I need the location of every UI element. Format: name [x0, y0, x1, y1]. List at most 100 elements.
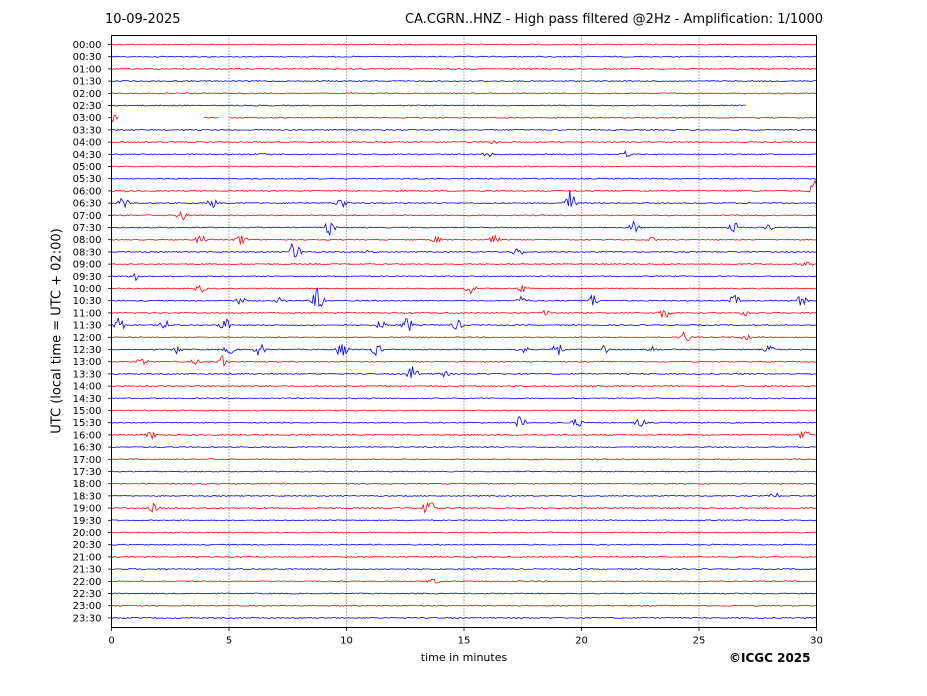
trace-1200: [111, 331, 817, 342]
y-tick-label: 23:30: [73, 613, 102, 624]
trace-2130: [111, 568, 817, 571]
y-tick-label: 19:00: [73, 504, 102, 515]
trace-1800: [111, 482, 817, 485]
x-tick-label: 20: [575, 636, 588, 647]
trace-1600: [111, 431, 817, 441]
trace-0800: [111, 234, 817, 245]
trace-1930: [111, 519, 817, 522]
y-tick-label: 01:30: [73, 77, 102, 88]
y-tick-label: 04:30: [73, 150, 102, 161]
trace-0130: [111, 80, 817, 83]
trace-1500: [111, 409, 817, 412]
trace-2100: [111, 555, 817, 558]
trace-1630: [111, 446, 817, 449]
y-tick-label: 13:00: [73, 357, 102, 368]
trace-2000: [111, 531, 817, 534]
trace-0600: [111, 179, 817, 193]
trace-1230: [111, 343, 817, 357]
y-tick-label: 22:30: [73, 589, 102, 600]
grid-lines: [228, 35, 700, 628]
y-tick-label: 10:30: [73, 296, 102, 307]
chart-title: CA.CGRN..HNZ - High pass filtered @2Hz -…: [405, 12, 823, 27]
trace-2030: [111, 543, 817, 546]
trace-0300: [111, 114, 817, 123]
y-tick-label: 11:00: [73, 308, 102, 319]
y-tick-label: 07:00: [73, 211, 102, 222]
y-tick-label: 04:00: [73, 138, 102, 149]
y-tick-label: 06:30: [73, 199, 102, 210]
y-tick-label: 11:30: [73, 321, 102, 332]
x-tick-label: 15: [458, 636, 471, 647]
y-tick-label: 15:00: [73, 406, 102, 417]
y-tick-label: 02:00: [73, 89, 102, 100]
trace-0830: [111, 242, 817, 258]
y-tick-label: 20:00: [73, 528, 102, 539]
y-tick-label: 09:30: [73, 272, 102, 283]
trace-0430: [111, 149, 817, 158]
chart-date: 10-09-2025: [105, 12, 181, 27]
y-tick-label: 13:30: [73, 369, 102, 380]
trace-0630: [111, 190, 817, 209]
trace-0000: [111, 43, 817, 46]
y-tick-label: 05:00: [73, 162, 102, 173]
y-tick-label: 00:30: [73, 52, 102, 63]
y-tick-label: 12:00: [73, 333, 102, 344]
x-tick-label: 10: [340, 636, 353, 647]
seismic-traces: [111, 43, 817, 619]
trace-1730: [111, 470, 817, 473]
trace-0930: [111, 272, 817, 282]
trace-2300: [111, 604, 817, 607]
trace-2200: [111, 578, 817, 584]
trace-1130: [111, 317, 817, 332]
y-tick-label: 14:30: [73, 394, 102, 405]
y-tick-label: 18:30: [73, 491, 102, 502]
trace-0400: [111, 140, 817, 144]
x-tick-label: 0: [108, 636, 114, 647]
trace-0030: [111, 55, 817, 58]
y-tick-label: 15:30: [73, 418, 102, 429]
trace-0530: [111, 177, 817, 180]
y-tick-label: 21:00: [73, 552, 102, 563]
y-tick-label: 16:00: [73, 430, 102, 441]
y-tick-label: 01:00: [73, 64, 102, 75]
y-tick-label: 12:30: [73, 345, 102, 356]
y-tick-label: 23:00: [73, 601, 102, 612]
copyright-label: ©ICGC 2025: [729, 651, 811, 665]
y-tick-label: 09:00: [73, 260, 102, 271]
x-axis-label: time in minutes: [420, 651, 508, 664]
trace-0100: [111, 67, 817, 70]
plot-frame: [111, 35, 817, 628]
trace-1330: [111, 366, 817, 379]
trace-1100: [111, 309, 817, 318]
trace-0500: [111, 165, 817, 168]
trace-2230: [111, 592, 817, 595]
x-tick-label: 5: [226, 636, 232, 647]
y-tick-label: 10:00: [73, 284, 102, 295]
trace-2330: [111, 616, 817, 619]
y-tick-label: 05:30: [73, 174, 102, 185]
y-tick-label: 14:00: [73, 382, 102, 393]
y-tick-label: 07:30: [73, 223, 102, 234]
y-tick-label: 18:00: [73, 479, 102, 490]
trace-0700: [111, 210, 817, 221]
y-tick-label: 16:30: [73, 443, 102, 454]
y-tick-label: 17:00: [73, 455, 102, 466]
x-tick-label: 25: [693, 636, 706, 647]
trace-0230: [111, 104, 746, 107]
trace-0730: [111, 220, 817, 236]
trace-1000: [111, 285, 817, 295]
y-tick-label: 22:00: [73, 577, 102, 588]
x-tick-label: 30: [810, 636, 823, 647]
y-tick-label: 03:00: [73, 113, 102, 124]
y-tick-label: 19:30: [73, 516, 102, 527]
trace-1030: [111, 287, 817, 307]
y-tick-label: 06:00: [73, 186, 102, 197]
x-axis-ticks: 0 5 10 15 20 25 30: [108, 627, 823, 647]
y-tick-label: 02:30: [73, 101, 102, 112]
y-tick-label: 17:30: [73, 467, 102, 478]
y-tick-label: 20:30: [73, 540, 102, 551]
trace-1830: [111, 492, 817, 498]
y-tick-label: 08:30: [73, 247, 102, 258]
